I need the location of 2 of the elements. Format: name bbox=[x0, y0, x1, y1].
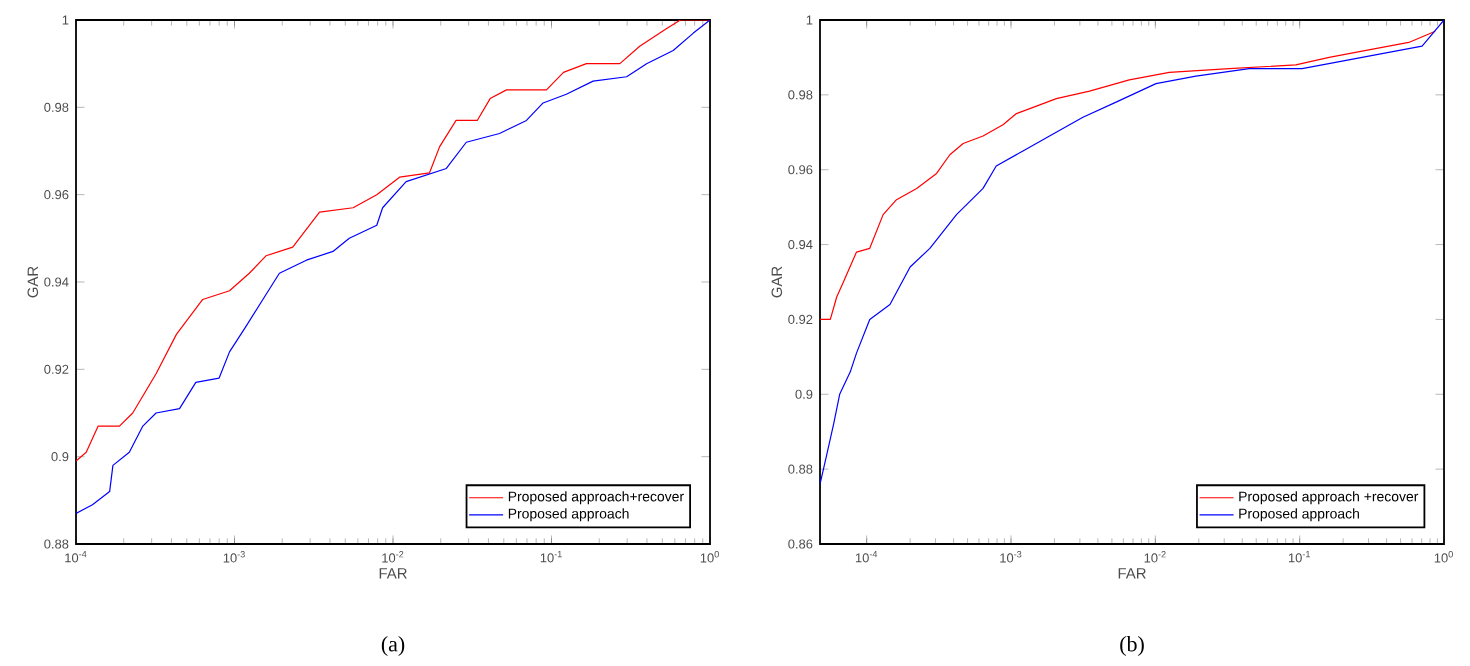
text: (a) bbox=[381, 636, 405, 656]
text: (b) bbox=[1120, 636, 1144, 656]
